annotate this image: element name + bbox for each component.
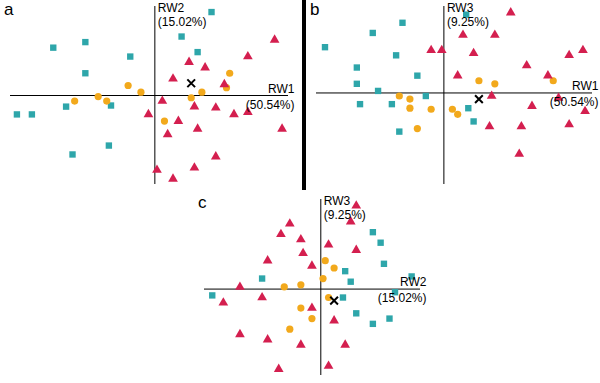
svg-text:RW1(50.54%): RW1(50.54%) xyxy=(550,79,599,109)
html-text:b: b xyxy=(310,0,320,19)
svg-text:RW2(15.02%): RW2(15.02%) xyxy=(378,275,427,305)
svg-text:RW1(50.54%): RW1(50.54%) xyxy=(246,82,295,112)
svg-text:RW3(9.25%): RW3(9.25%) xyxy=(447,1,489,29)
svg-text:RW2(15.02%): RW2(15.02%) xyxy=(158,1,207,29)
svg-text:RW3(9.25%): RW3(9.25%) xyxy=(324,194,366,222)
html-text:c: c xyxy=(198,193,207,212)
html-text:a: a xyxy=(4,0,14,19)
